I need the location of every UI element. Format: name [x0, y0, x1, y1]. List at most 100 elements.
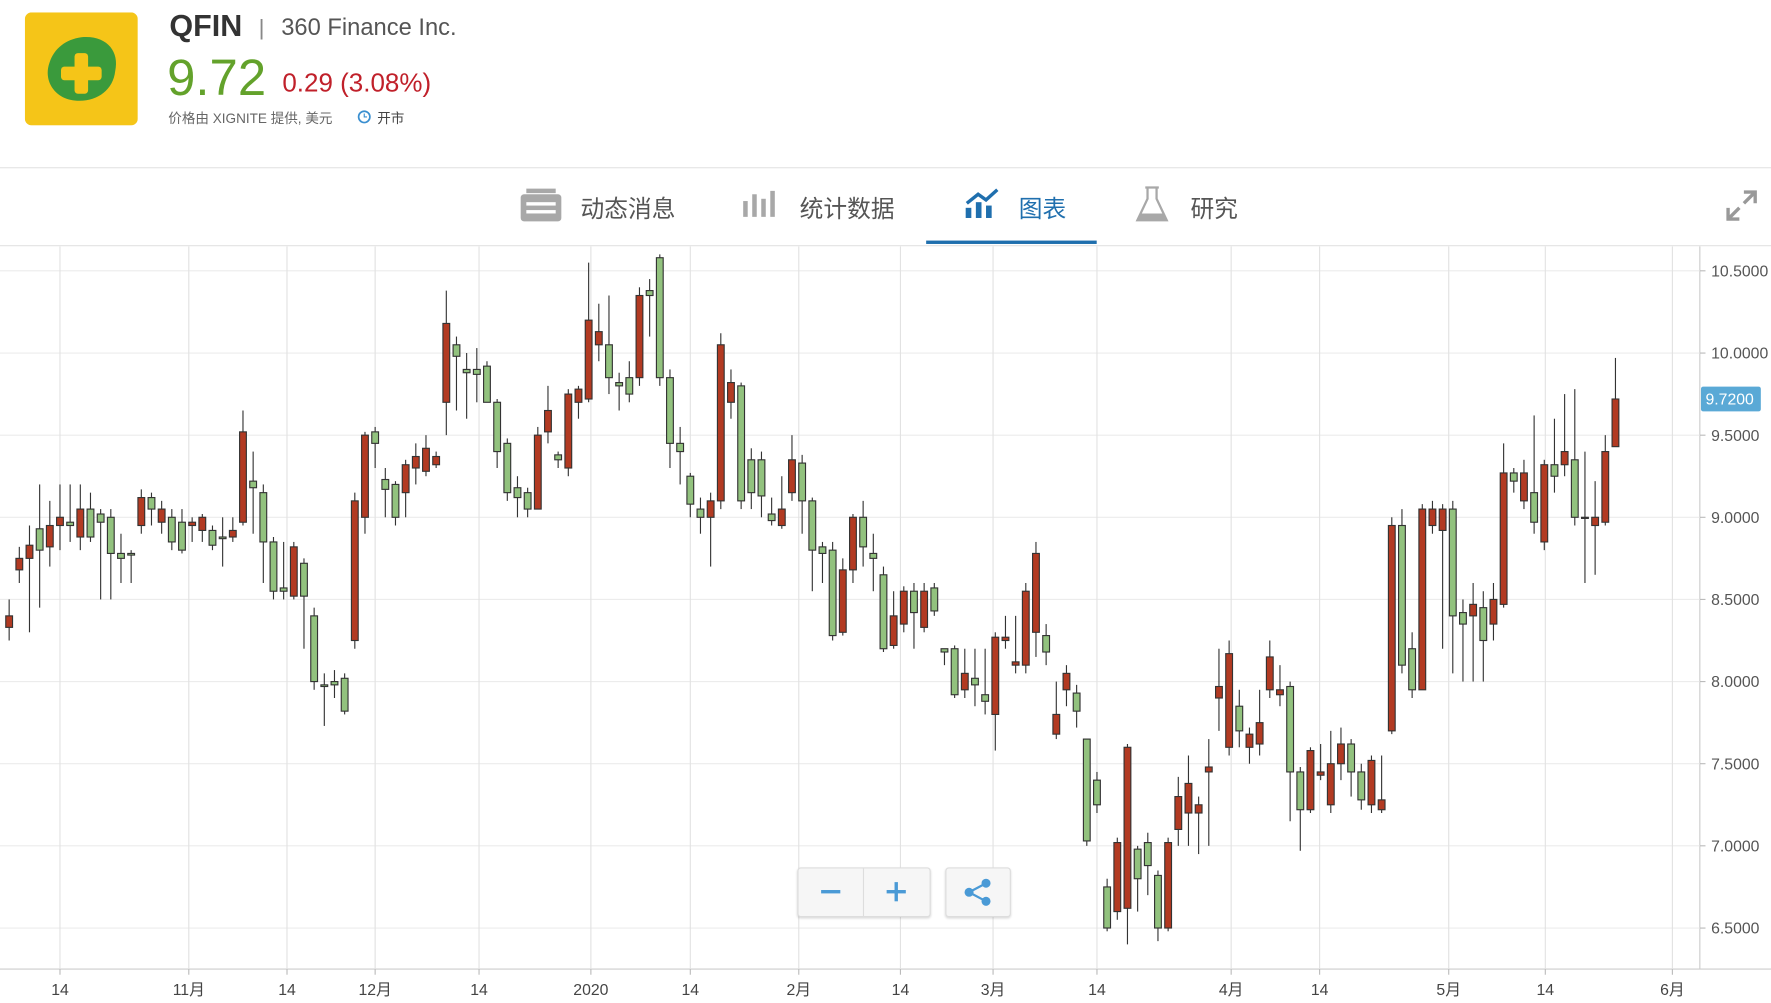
candle-body: [1082, 738, 1091, 842]
candle-body: [269, 541, 278, 592]
candle-body: [1286, 685, 1295, 773]
candle-body: [1265, 656, 1274, 691]
price-change: 0.29 (3.08%): [282, 67, 432, 98]
zoom-out-button[interactable]: [799, 868, 865, 916]
candle-body: [1367, 759, 1376, 806]
candle-body: [1438, 508, 1447, 532]
candle-body: [747, 459, 756, 494]
candle-body: [1113, 842, 1122, 913]
candle-body: [96, 513, 105, 523]
research-icon: [1135, 186, 1169, 222]
candle-body: [117, 552, 125, 559]
candle-body: [777, 508, 786, 527]
candle-body: [1255, 722, 1264, 745]
candle-body: [533, 434, 542, 510]
candle-body: [1611, 398, 1620, 448]
x-tick-label: 11月: [173, 982, 205, 999]
candle-body: [1011, 661, 1020, 666]
chart-icon: [965, 188, 999, 218]
candle-body: [157, 508, 166, 523]
candle-body: [76, 508, 85, 538]
candle-body: [279, 587, 288, 592]
candle-body: [493, 401, 502, 453]
candle-body: [1520, 472, 1528, 502]
candle-body: [706, 500, 715, 518]
candle-body: [716, 344, 725, 502]
candle-body: [849, 516, 857, 571]
candle-body: [1215, 685, 1223, 699]
tab[interactable]: 统计数据: [799, 196, 895, 223]
candle-body: [1184, 782, 1193, 814]
candle-body: [676, 442, 685, 453]
candle-body: [605, 344, 613, 379]
candle-body: [361, 434, 369, 518]
candle-body: [330, 681, 339, 686]
candle-body: [208, 529, 217, 546]
tab-active[interactable]: 图表: [1018, 196, 1067, 223]
candle-body: [218, 536, 227, 540]
candle-body: [574, 388, 583, 403]
candle-body: [1601, 451, 1610, 523]
candle-body: [1459, 612, 1467, 625]
candle-body: [422, 447, 430, 472]
candle-body: [798, 462, 807, 502]
y-tick-label: 10.5000: [1711, 264, 1768, 281]
y-tick-label: 9.5000: [1711, 428, 1760, 445]
candle-body: [259, 492, 268, 543]
candle-body: [1489, 598, 1498, 625]
candle-body: [1204, 766, 1213, 773]
share-button[interactable]: [945, 867, 1011, 918]
candle-body: [300, 562, 308, 597]
candle-body: [686, 475, 695, 505]
candle-body: [1560, 451, 1569, 466]
candle-body: [1469, 603, 1478, 617]
candle-body: [178, 521, 186, 551]
last-price-marker: [1700, 386, 1761, 412]
x-tick-label: 14: [1088, 982, 1106, 999]
candle-body: [320, 684, 329, 688]
candle-body: [1103, 886, 1112, 929]
candle-body: [1154, 874, 1162, 929]
zoom-controls: [797, 867, 931, 918]
candle-body: [239, 431, 247, 523]
ticker: QFIN: [169, 9, 243, 43]
x-tick-label: 14: [892, 982, 910, 999]
candle-body: [1245, 733, 1254, 748]
candle-body: [503, 442, 512, 494]
candle-body: [788, 459, 796, 494]
x-tick-label: 2月: [786, 982, 811, 999]
x-tick-label: 14: [1537, 982, 1555, 999]
candle-body: [1062, 672, 1071, 691]
candle-body: [1072, 692, 1081, 712]
candle-body: [35, 528, 44, 551]
candle-body: [198, 516, 207, 532]
candle-body: [910, 590, 918, 614]
x-tick-label: 3月: [981, 982, 1006, 999]
candle-body: [483, 365, 491, 403]
chart: 6.5000 7.0000 7.5000 8.0000 8.5000 9.0000 9.50…: [0, 246, 1771, 999]
candle-body: [950, 648, 959, 696]
x-tick-label: 14: [470, 982, 488, 999]
candle-body: [981, 694, 990, 702]
logo: [24, 12, 138, 126]
x-tick-label: 4月: [1219, 982, 1244, 999]
candle-body: [1418, 508, 1427, 691]
candle-body: [1448, 508, 1457, 617]
candle-body: [930, 587, 939, 612]
candle-body: [1428, 508, 1437, 527]
zoom-in-button[interactable]: [864, 869, 930, 916]
candle-body: [56, 516, 64, 527]
x-tick-label: 2020: [573, 982, 608, 999]
last-price-label: 9.7200: [1705, 392, 1754, 409]
price: 9.72: [167, 48, 267, 107]
x-tick-label: 14: [278, 982, 296, 999]
candle-body: [960, 672, 969, 691]
candle-body: [889, 615, 898, 646]
candle-body: [1570, 459, 1579, 518]
candle-body: [767, 513, 776, 522]
expand-button[interactable]: [1725, 189, 1759, 223]
candle-body: [523, 492, 532, 510]
candle-body: [1032, 552, 1040, 633]
tab[interactable]: 研究: [1190, 196, 1238, 223]
tab[interactable]: 动态消息: [580, 196, 676, 223]
